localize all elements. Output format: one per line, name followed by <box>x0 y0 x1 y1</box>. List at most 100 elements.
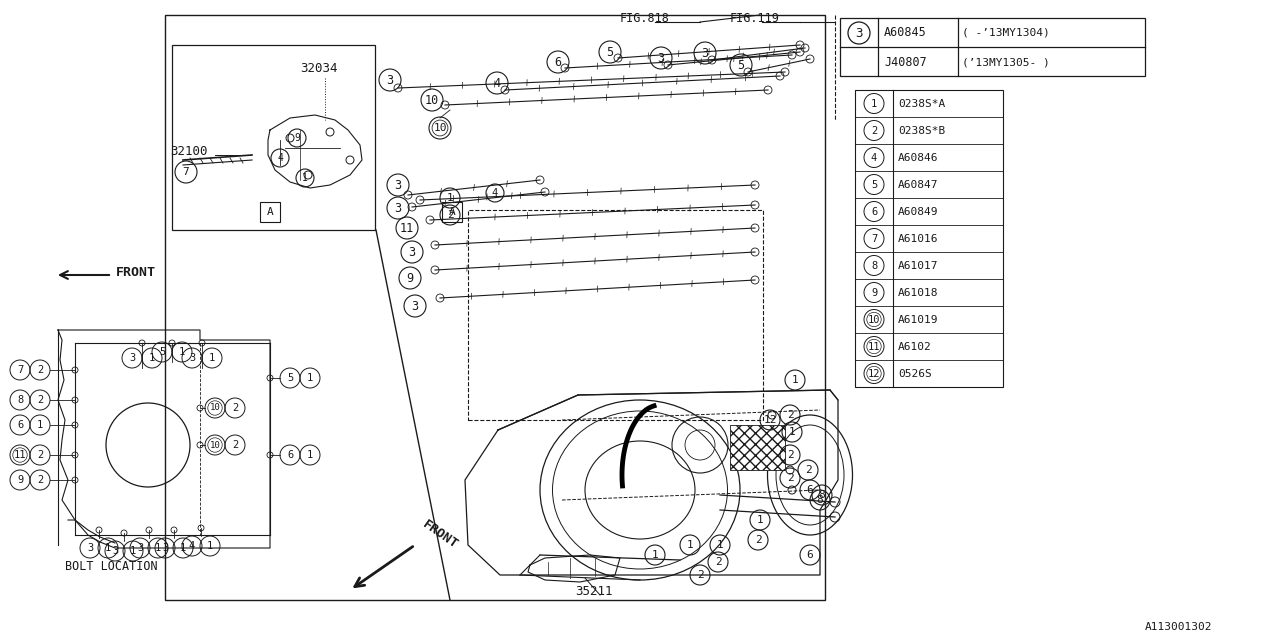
Text: 3: 3 <box>129 353 136 363</box>
Text: 3: 3 <box>189 353 195 363</box>
Text: 5: 5 <box>607 45 613 58</box>
Text: 6: 6 <box>870 207 877 216</box>
Text: 1: 1 <box>788 427 795 437</box>
Text: 1: 1 <box>302 173 308 183</box>
Text: 2: 2 <box>787 410 794 420</box>
Text: 3: 3 <box>411 300 419 312</box>
Text: 1: 1 <box>870 99 877 109</box>
Text: 1: 1 <box>207 541 214 551</box>
Text: 32034: 32034 <box>300 62 338 75</box>
Text: FIG.818: FIG.818 <box>620 12 669 25</box>
Text: A61017: A61017 <box>899 260 938 271</box>
Text: 5: 5 <box>287 373 293 383</box>
Text: 4: 4 <box>189 541 195 551</box>
Text: 2: 2 <box>37 395 44 405</box>
Text: 10: 10 <box>433 123 447 133</box>
Bar <box>730 425 785 470</box>
Text: 3: 3 <box>408 246 416 259</box>
Text: 12: 12 <box>868 369 881 378</box>
Text: FIG.119: FIG.119 <box>730 12 780 25</box>
Text: 1: 1 <box>180 543 186 553</box>
Text: 1: 1 <box>129 546 136 556</box>
Text: 6: 6 <box>806 550 813 560</box>
Bar <box>840 18 1146 76</box>
Text: 10: 10 <box>210 440 220 449</box>
Text: A60849: A60849 <box>899 207 938 216</box>
Text: 2: 2 <box>232 440 238 450</box>
Text: 3: 3 <box>394 202 402 214</box>
Text: 1: 1 <box>307 450 314 460</box>
Text: 6: 6 <box>17 420 23 430</box>
Text: 9: 9 <box>17 475 23 485</box>
Text: 2: 2 <box>37 365 44 375</box>
Text: 35211: 35211 <box>575 585 613 598</box>
Text: 1: 1 <box>756 515 763 525</box>
Text: 0238S*B: 0238S*B <box>899 125 945 136</box>
Text: 7: 7 <box>183 167 189 177</box>
Text: 1: 1 <box>209 353 215 363</box>
Text: 3: 3 <box>658 51 664 65</box>
Text: 2: 2 <box>714 557 722 567</box>
Text: A113001302: A113001302 <box>1146 622 1212 632</box>
Text: 8: 8 <box>17 395 23 405</box>
Text: ( -’13MY1304): ( -’13MY1304) <box>963 27 1050 37</box>
Text: A60846: A60846 <box>899 152 938 163</box>
Text: A: A <box>448 207 456 217</box>
Text: BOLT LOCATION: BOLT LOCATION <box>65 560 157 573</box>
Text: 9: 9 <box>870 287 877 298</box>
Bar <box>442 202 462 222</box>
Text: 8: 8 <box>817 495 823 505</box>
Text: 5: 5 <box>870 179 877 189</box>
Text: A61018: A61018 <box>899 287 938 298</box>
Text: A6102: A6102 <box>899 342 932 351</box>
Text: 4: 4 <box>870 152 877 163</box>
Text: 2: 2 <box>870 125 877 136</box>
Text: 8: 8 <box>819 490 826 500</box>
Text: 3: 3 <box>701 47 709 60</box>
Text: 2: 2 <box>787 473 794 483</box>
Text: 1: 1 <box>717 540 723 550</box>
Text: J40807: J40807 <box>884 56 927 68</box>
Text: 4: 4 <box>493 77 500 90</box>
Text: 10: 10 <box>425 93 439 106</box>
Text: 1: 1 <box>686 540 694 550</box>
Text: 2: 2 <box>805 465 812 475</box>
Text: 6: 6 <box>554 56 562 68</box>
Text: 10: 10 <box>868 314 881 324</box>
Text: 4: 4 <box>276 153 283 163</box>
Text: 2: 2 <box>447 210 453 220</box>
Text: (’13MY1305- ): (’13MY1305- ) <box>963 57 1050 67</box>
Text: A60847: A60847 <box>899 179 938 189</box>
Text: 11: 11 <box>868 342 881 351</box>
Bar <box>165 15 826 600</box>
Text: 2: 2 <box>696 570 704 580</box>
Text: 3: 3 <box>387 74 393 86</box>
Text: 3: 3 <box>394 179 402 191</box>
Text: FRONT: FRONT <box>420 518 461 552</box>
Text: 0526S: 0526S <box>899 369 932 378</box>
Text: 11: 11 <box>399 221 415 234</box>
Text: A: A <box>266 207 274 217</box>
Text: FRONT: FRONT <box>116 266 156 278</box>
Text: 3: 3 <box>137 543 143 553</box>
Text: A61019: A61019 <box>899 314 938 324</box>
Text: 0238S*A: 0238S*A <box>899 99 945 109</box>
Text: 1: 1 <box>447 193 453 203</box>
Text: 2: 2 <box>232 403 238 413</box>
Bar <box>468 210 763 420</box>
Text: 1: 1 <box>148 353 155 363</box>
Text: 1: 1 <box>37 420 44 430</box>
Text: 3: 3 <box>161 543 168 553</box>
Text: 12: 12 <box>763 415 777 425</box>
Text: 11: 11 <box>14 450 27 460</box>
Text: 6: 6 <box>287 450 293 460</box>
Bar <box>260 202 280 222</box>
Text: 1: 1 <box>155 543 161 553</box>
Text: 2: 2 <box>787 450 794 460</box>
Bar <box>172 45 375 230</box>
Text: 1: 1 <box>307 373 314 383</box>
Text: 1: 1 <box>179 347 186 357</box>
Text: 3: 3 <box>111 546 118 556</box>
Text: 5: 5 <box>159 347 165 357</box>
Text: 3: 3 <box>855 26 863 40</box>
